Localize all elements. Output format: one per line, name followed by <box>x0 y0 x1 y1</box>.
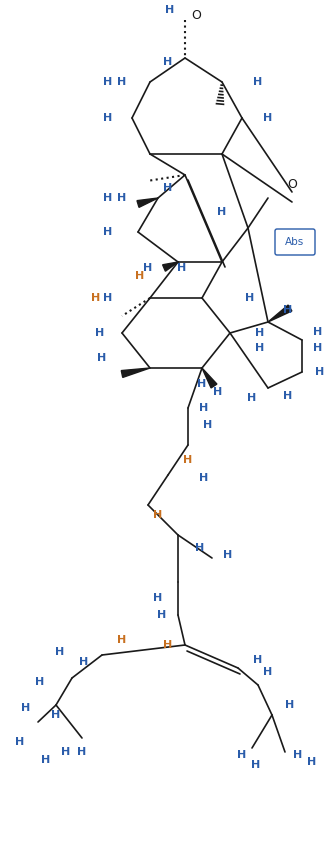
Polygon shape <box>268 305 292 322</box>
Text: H: H <box>154 510 163 520</box>
Text: H: H <box>136 271 145 281</box>
Text: O: O <box>287 178 297 191</box>
Text: H: H <box>199 473 209 483</box>
FancyBboxPatch shape <box>275 229 315 255</box>
Text: H: H <box>251 760 261 770</box>
Text: H: H <box>164 57 172 67</box>
Text: H: H <box>253 655 263 665</box>
Text: H: H <box>117 193 127 203</box>
Text: H: H <box>203 420 213 430</box>
Polygon shape <box>163 262 178 271</box>
Text: H: H <box>199 403 209 413</box>
Text: H: H <box>103 77 113 87</box>
Text: H: H <box>51 710 61 720</box>
Text: H: H <box>313 327 323 337</box>
Text: H: H <box>283 305 293 315</box>
Text: H: H <box>103 193 113 203</box>
Text: H: H <box>253 77 263 87</box>
Text: H: H <box>183 455 192 465</box>
Polygon shape <box>137 198 158 207</box>
Text: H: H <box>217 207 227 217</box>
Polygon shape <box>121 368 150 377</box>
Text: H: H <box>307 757 317 767</box>
Text: H: H <box>195 543 204 553</box>
Text: H: H <box>245 293 255 303</box>
Text: H: H <box>164 183 172 193</box>
Text: H: H <box>154 593 163 603</box>
Text: H: H <box>177 263 186 273</box>
Text: H: H <box>144 263 153 273</box>
Text: H: H <box>285 700 295 710</box>
Text: Abs: Abs <box>285 237 305 247</box>
Text: H: H <box>91 293 101 303</box>
Text: H: H <box>255 343 265 353</box>
Text: H: H <box>77 747 87 757</box>
Polygon shape <box>202 368 217 388</box>
Text: H: H <box>55 647 65 657</box>
Text: H: H <box>158 610 166 620</box>
Text: H: H <box>15 737 25 747</box>
Text: H: H <box>164 640 172 650</box>
Text: H: H <box>237 750 247 760</box>
Text: H: H <box>293 750 303 760</box>
Text: O: O <box>191 9 201 22</box>
Text: H: H <box>103 113 113 123</box>
Text: H: H <box>263 667 273 677</box>
Text: H: H <box>103 293 113 303</box>
Text: H: H <box>197 379 206 389</box>
Text: H: H <box>213 387 223 397</box>
Text: H: H <box>21 703 31 713</box>
Text: H: H <box>313 343 323 353</box>
Text: H: H <box>117 77 127 87</box>
Text: H: H <box>263 113 273 123</box>
Text: H: H <box>247 393 257 403</box>
Text: H: H <box>223 550 233 560</box>
Text: H: H <box>35 677 45 687</box>
Text: H: H <box>166 5 174 15</box>
Text: H: H <box>79 657 89 667</box>
Text: H: H <box>283 391 293 401</box>
Text: H: H <box>103 227 113 237</box>
Text: H: H <box>95 328 105 338</box>
Text: H: H <box>117 635 127 645</box>
Text: H: H <box>315 367 325 377</box>
Text: H: H <box>255 328 265 338</box>
Text: H: H <box>61 747 71 757</box>
Text: H: H <box>41 755 51 765</box>
Text: H: H <box>97 353 107 363</box>
